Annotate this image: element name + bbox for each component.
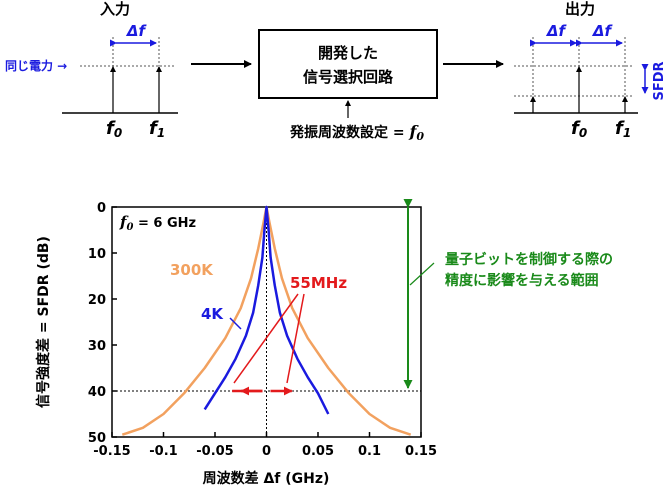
- y-axis-label: 信号強度差 = SFDR (dB): [35, 236, 52, 408]
- condition-label: f0 = 6 GHz: [119, 213, 196, 233]
- y-axis-ticks: 0 10 20 30 40 50: [88, 201, 117, 446]
- signal-selection-block: 開発した 信号選択回路 発振周波数設定 = f0: [258, 29, 438, 143]
- output-label: 出力: [565, 0, 595, 18]
- x-tick-label: -0.05: [196, 444, 233, 459]
- x-tick-label: -0.1: [149, 444, 177, 459]
- output-spectrum: 出力 Δf Δf SFDR f0 f1: [514, 0, 667, 140]
- out-delta-f-right: Δf: [592, 22, 614, 40]
- bandwidth-label: 55MHz: [290, 274, 347, 292]
- out-delta-f-left: Δf: [546, 22, 568, 40]
- y-tick-label: 30: [88, 339, 106, 354]
- legend-4k: 4K: [201, 305, 224, 323]
- block-line1: 開発した: [318, 44, 378, 62]
- output-f0-label: f0: [571, 118, 587, 140]
- setting-label: 発振周波数設定 = f0: [289, 122, 424, 143]
- x-axis-label: 周波数差 Δf (GHz): [203, 470, 330, 487]
- y-tick-label: 40: [88, 385, 106, 400]
- series-layer: [121, 205, 412, 436]
- x-tick-label: 0: [262, 444, 271, 459]
- y-tick-label: 0: [97, 201, 106, 216]
- legend-300k: 300K: [170, 261, 214, 279]
- plot-frame: [111, 206, 422, 438]
- y-tick-label: 50: [88, 431, 106, 446]
- sfdr-label: SFDR: [652, 61, 667, 100]
- block-box: [258, 29, 438, 99]
- input-label: 入力: [100, 0, 130, 18]
- input-f0-label: f0: [106, 118, 122, 140]
- input-f1-label: f1: [149, 118, 165, 140]
- x-axis-ticks: -0.15 -0.1 -0.05 0 0.05 0.1 0.15: [93, 432, 437, 459]
- sfdr-chart: 0 10 20 30 40 50 -0.15 -0.1 -0.05 0 0.05 0.1 0.15 信…: [35, 199, 613, 487]
- y-tick-label: 10: [88, 247, 106, 262]
- x-tick-label: -0.15: [93, 444, 130, 459]
- same-power-label: 同じ電力 →: [5, 58, 67, 73]
- x-tick-label: 0.1: [358, 444, 381, 459]
- range-text-line1: 量子ビットを制御する際の: [445, 251, 613, 268]
- input-delta-f: Δf: [126, 22, 148, 40]
- range-leader: [409, 262, 435, 286]
- series-line-4k: [203, 205, 330, 415]
- output-f1-label: f1: [615, 118, 631, 140]
- input-spectrum: 入力 同じ電力 → Δf f0 f1: [5, 0, 178, 140]
- y-tick-label: 20: [88, 293, 106, 308]
- x-tick-label: 0.05: [302, 444, 334, 459]
- guide-lines: [112, 207, 421, 437]
- bandwidth-leader-2: [286, 293, 305, 384]
- legend-4k-leader: [229, 317, 242, 330]
- range-text-line2: 精度に影響を与える範囲: [445, 272, 599, 289]
- block-line2: 信号選択回路: [303, 68, 394, 86]
- bandwidth-leader-1: [233, 293, 299, 384]
- x-tick-label: 0.15: [405, 444, 437, 459]
